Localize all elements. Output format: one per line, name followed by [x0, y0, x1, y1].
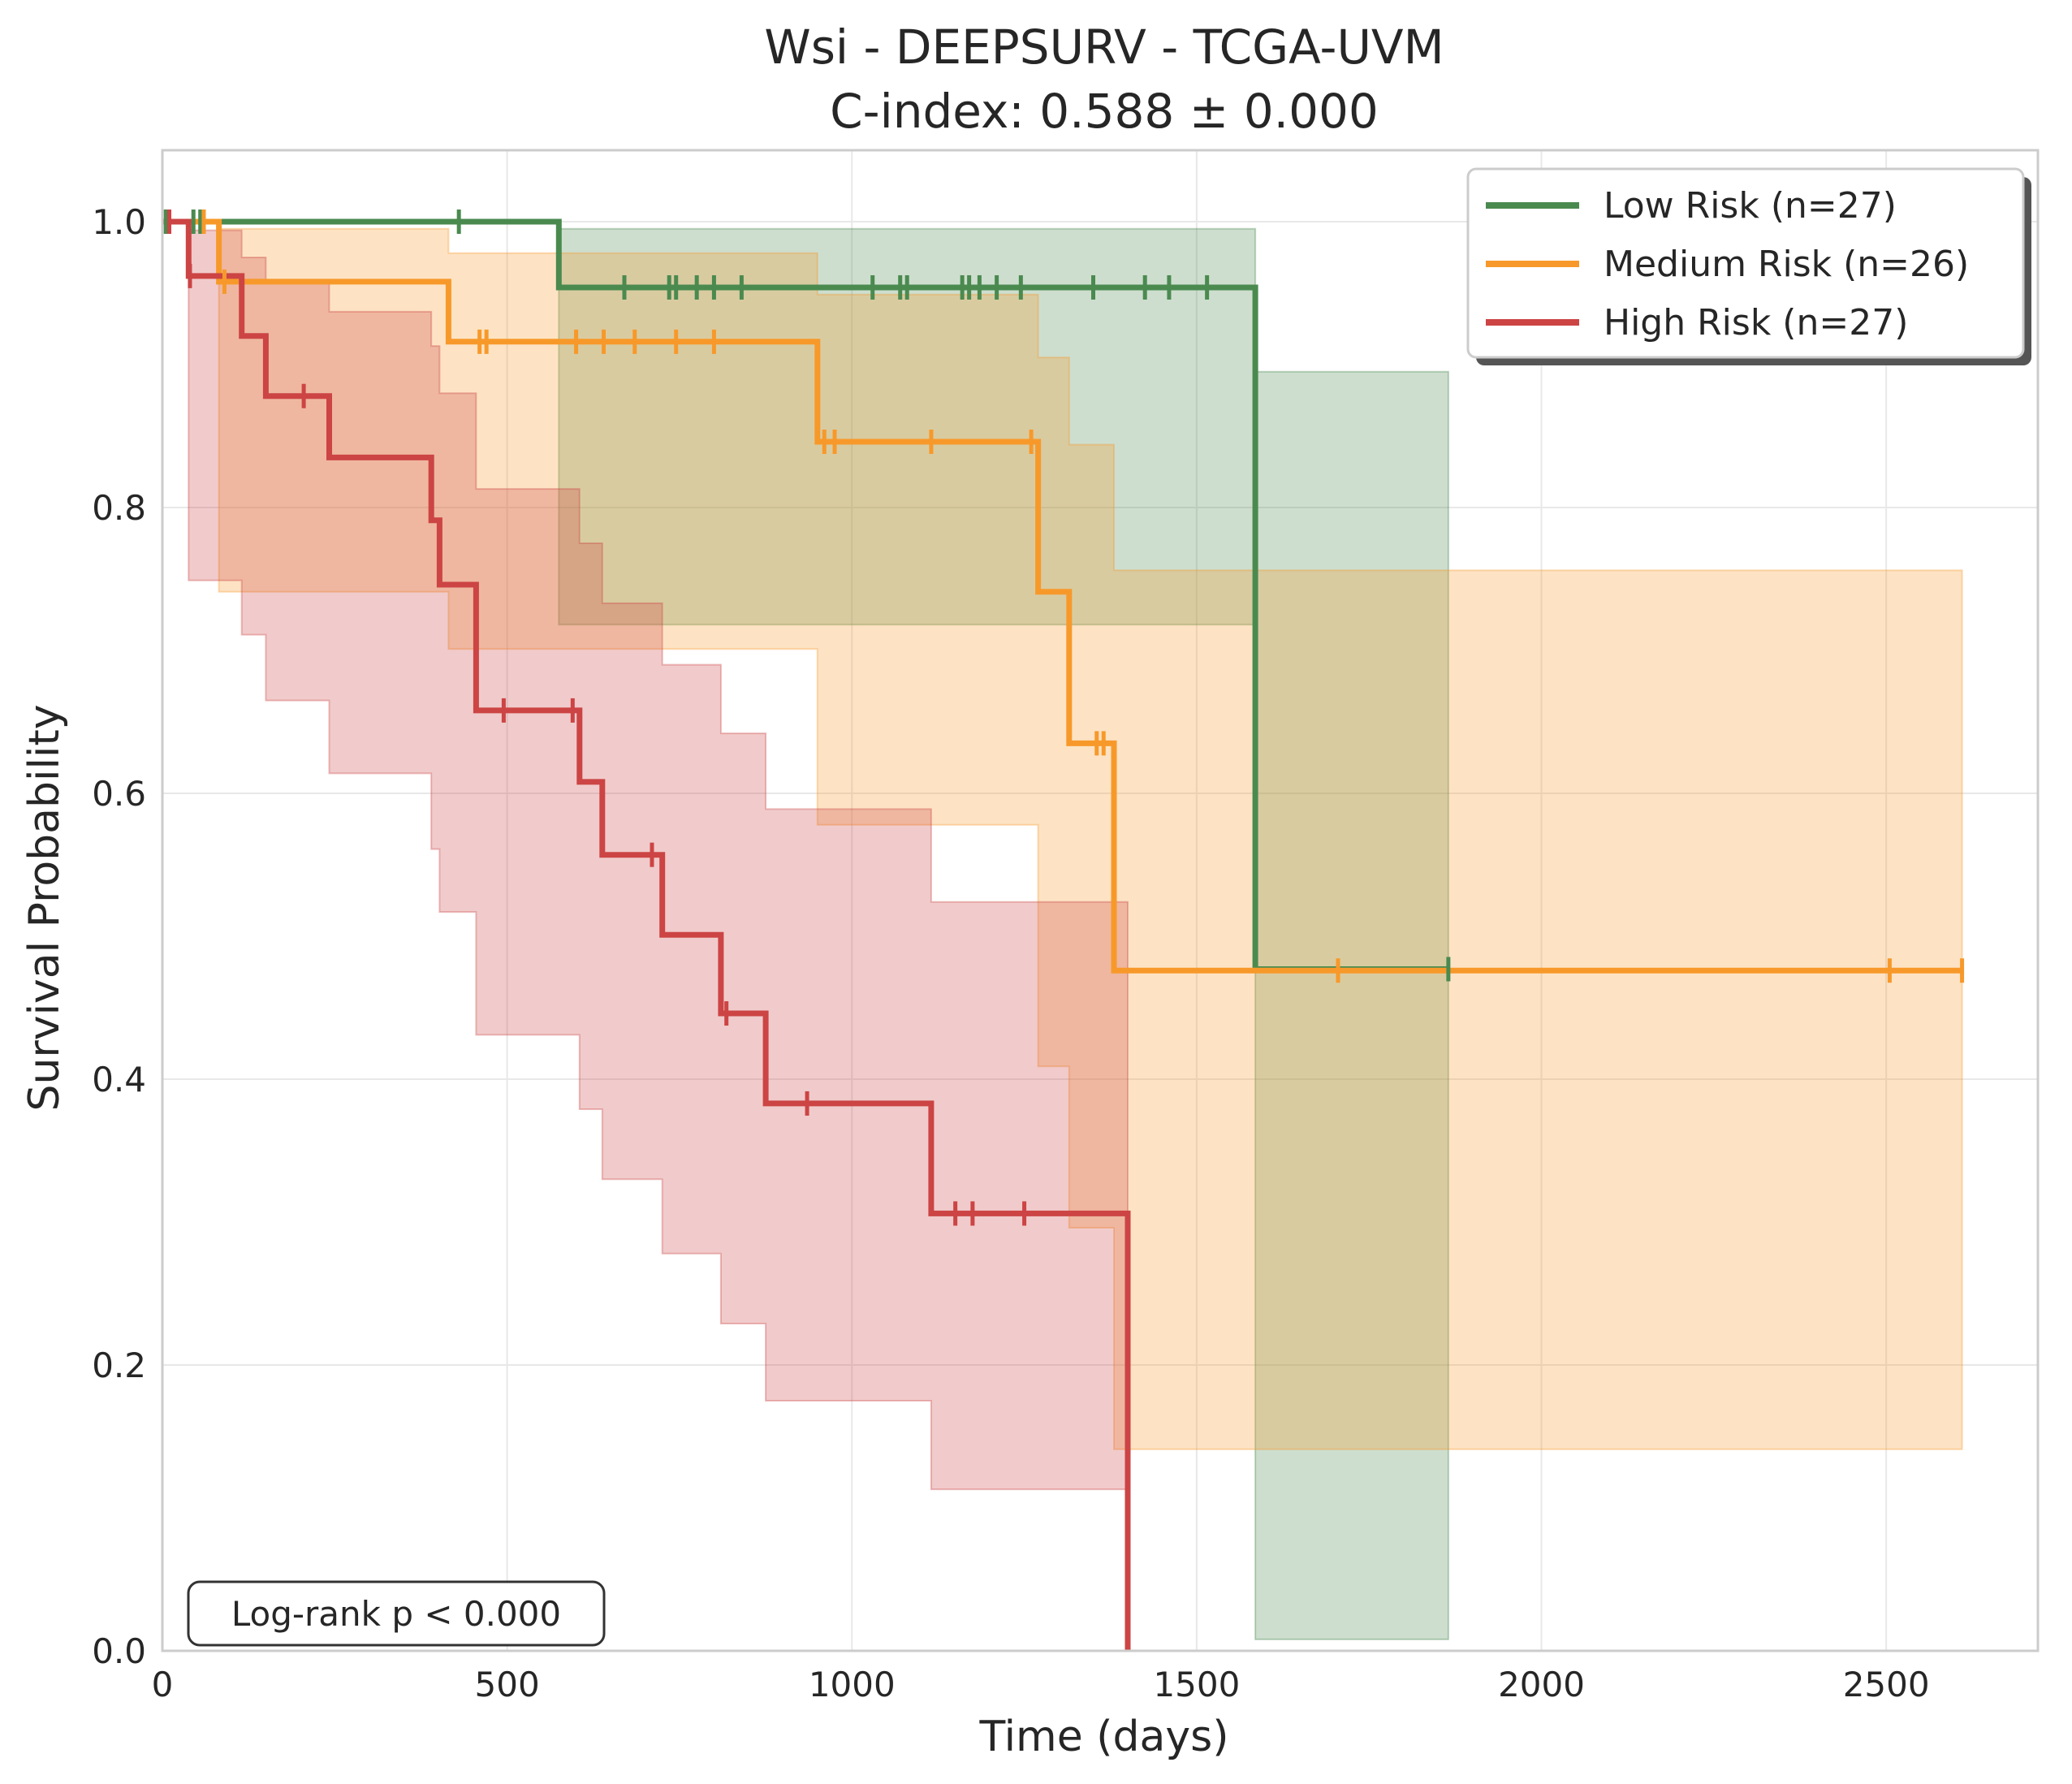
medium-risk-ci-band	[162, 221, 1963, 1450]
legend-box	[1466, 167, 2025, 359]
x-tick-label: 500	[475, 1665, 540, 1704]
medium-risk-curve	[162, 218, 1962, 974]
y-axis-label: Survival Probability	[20, 704, 69, 1111]
plot-frame	[161, 149, 2040, 1652]
legend-label-low: Low Risk (n=27)	[1604, 185, 1897, 227]
y-tick-label: 0.0	[92, 1631, 146, 1671]
x-tick-label: 0	[152, 1665, 174, 1704]
x-axis-ticks: 0 500 1000 1500 2000 2500	[152, 1665, 1930, 1704]
annotation-box	[187, 1580, 606, 1647]
legend-label-high: High Risk (n=27)	[1604, 302, 1908, 343]
x-tick-label: 2500	[1843, 1665, 1930, 1704]
legend-label-medium: Medium Risk (n=26)	[1604, 244, 1969, 285]
logrank-annotation: Log-rank p < 0.000	[187, 1580, 606, 1647]
y-tick-label: 0.4	[92, 1060, 146, 1099]
x-axis-label: Time (days)	[978, 1713, 1228, 1761]
annotation-text: Log-rank p < 0.000	[231, 1594, 561, 1634]
y-tick-label: 0.8	[92, 488, 146, 528]
x-tick-label: 1000	[809, 1665, 896, 1704]
grid	[162, 150, 2038, 1652]
x-tick-label: 2000	[1498, 1665, 1585, 1704]
censor-marks	[163, 210, 1965, 1226]
y-tick-label: 0.6	[92, 774, 146, 814]
y-tick-label: 1.0	[92, 202, 146, 242]
x-tick-label: 1500	[1153, 1665, 1240, 1704]
legend: Low Risk (n=27) Medium Risk (n=26) High Ri…	[1466, 167, 2031, 365]
chart-title: Wsi - DEEPSURV - TCGA-UVM	[764, 19, 1444, 75]
y-tick-label: 0.2	[92, 1346, 146, 1385]
legend-items: Low Risk (n=27) Medium Risk (n=26) High Ri…	[1486, 185, 1969, 343]
y-axis-ticks: 0.0 0.2 0.4 0.6 0.8 1.0	[92, 202, 146, 1671]
high-risk-curve	[162, 218, 1131, 1651]
chart-subtitle: C-index: 0.588 ± 0.000	[830, 84, 1379, 139]
